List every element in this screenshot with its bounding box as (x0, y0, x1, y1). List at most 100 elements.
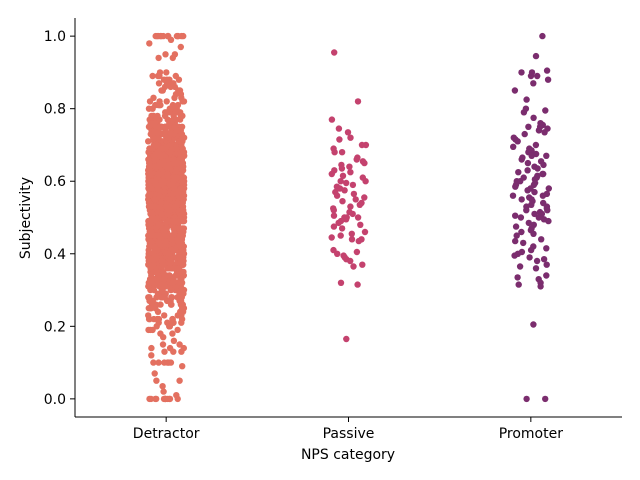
point-detractor-1494 (175, 32, 182, 40)
x-tick-label-promoter: Promoter (499, 426, 564, 442)
point-detractor-369 (178, 319, 185, 326)
point-detractor-1468 (147, 395, 155, 403)
point-detractor-1453 (169, 279, 176, 286)
point-promoter-94 (527, 246, 535, 254)
point-promoter-55 (545, 185, 552, 192)
point-detractor-1406 (172, 246, 179, 254)
point-detractor-1443 (177, 308, 184, 315)
point-detractor-1480 (148, 352, 155, 359)
point-promoter-97 (511, 252, 518, 259)
point-promoter-6 (527, 72, 535, 80)
point-promoter-54 (512, 183, 519, 190)
point-passive-57 (328, 234, 335, 241)
point-detractor-1317 (180, 246, 187, 254)
point-detractor-1341 (176, 138, 184, 145)
point-promoter-35 (518, 156, 525, 163)
point-detractor-1056 (157, 330, 164, 337)
point-promoter-13 (520, 109, 528, 116)
point-passive-52 (330, 223, 338, 230)
point-passive-17 (346, 163, 353, 170)
point-detractor-1444 (151, 178, 159, 185)
point-passive-53 (338, 225, 346, 232)
point-promoter-26 (532, 141, 540, 149)
point-detractor-1456 (174, 199, 181, 207)
point-detractor-1460 (148, 232, 155, 239)
y-ticks: 0.0 0.2 0.4 0.6 0.8 1.0 (44, 29, 75, 408)
point-promoter-78 (535, 214, 542, 221)
point-passive-24 (337, 178, 344, 185)
point-detractor-1482 (170, 348, 177, 355)
point-detractor-1370 (151, 196, 159, 203)
point-passive-25 (362, 178, 369, 185)
point-promoter-27 (510, 143, 517, 150)
point-passive-71 (354, 281, 361, 288)
point-detractor-1469 (166, 395, 174, 403)
point-detractor-1354 (145, 305, 152, 312)
point-detractor-1376 (158, 199, 165, 207)
point-promoter-64 (518, 196, 525, 203)
point-passive-48 (342, 216, 350, 223)
point-detractor-1473 (176, 377, 183, 384)
point-promoter-40 (534, 165, 541, 172)
point-detractor-1449 (145, 178, 153, 185)
point-detractor-1448 (166, 207, 174, 214)
point-passive-44 (330, 212, 338, 219)
point-passive-2 (328, 116, 336, 123)
point-detractor-1442 (154, 185, 161, 192)
point-detractor-836 (178, 348, 185, 355)
point-detractor-1445 (176, 254, 183, 261)
point-passive-55 (348, 230, 355, 237)
point-detractor-1410 (166, 196, 173, 203)
point-detractor-1437 (146, 145, 153, 152)
point-promoter-72 (523, 207, 530, 214)
point-promoter-83 (512, 223, 520, 230)
point-promoter-89 (538, 236, 545, 243)
point-promoter-90 (512, 237, 519, 245)
point-promoter-2 (543, 67, 551, 74)
point-detractor-1417 (160, 268, 167, 276)
point-detractor-984 (180, 217, 187, 225)
point-detractor-1206 (153, 294, 160, 301)
y-tick-label-4: 0.8 (44, 102, 66, 118)
point-detractor-1301 (165, 272, 173, 279)
point-detractor-1451 (147, 265, 154, 272)
point-passive-30 (341, 187, 348, 194)
point-detractor-1418 (171, 185, 178, 192)
x-tick-label-detractor: Detractor (133, 426, 200, 442)
point-promoter-9 (511, 87, 519, 94)
point-promoter-77 (517, 214, 525, 221)
point-detractor-873 (163, 69, 170, 76)
point-promoter-71 (544, 207, 551, 214)
point-detractor-1302 (176, 236, 183, 243)
point-promoter-7 (544, 76, 552, 83)
point-detractor-1142 (150, 94, 157, 102)
point-promoter-76 (512, 212, 519, 219)
point-detractor-1425 (160, 159, 167, 167)
point-promoter-103 (532, 265, 540, 272)
point-promoter-38 (540, 161, 547, 169)
point-detractor-1143 (178, 94, 185, 102)
point-promoter-75 (531, 210, 538, 218)
y-tick-label-0: 0.0 (44, 392, 66, 408)
point-promoter-3 (518, 69, 525, 76)
x-tick-label-passive: Passive (323, 426, 375, 442)
point-detractor-1327 (180, 196, 187, 203)
point-detractor-1328 (156, 123, 163, 130)
point-promoter-0 (539, 32, 546, 40)
x-ticks: Detractor Passive Promoter (133, 417, 563, 442)
point-detractor-1390 (175, 225, 182, 232)
point-detractor-961 (157, 301, 164, 308)
point-detractor-1432 (178, 279, 185, 286)
point-detractor-37 (148, 344, 155, 352)
point-promoter-57 (524, 187, 531, 194)
point-detractor-1314 (168, 236, 175, 243)
point-detractor-1447 (161, 276, 168, 283)
point-detractor-1330 (178, 178, 186, 185)
point-detractor-72 (161, 312, 168, 319)
point-detractor-1336 (158, 257, 165, 265)
point-detractor-937 (163, 98, 170, 105)
point-passive-32 (350, 190, 358, 198)
point-detractor-1097 (171, 123, 179, 130)
point-detractor-1353 (146, 163, 153, 170)
